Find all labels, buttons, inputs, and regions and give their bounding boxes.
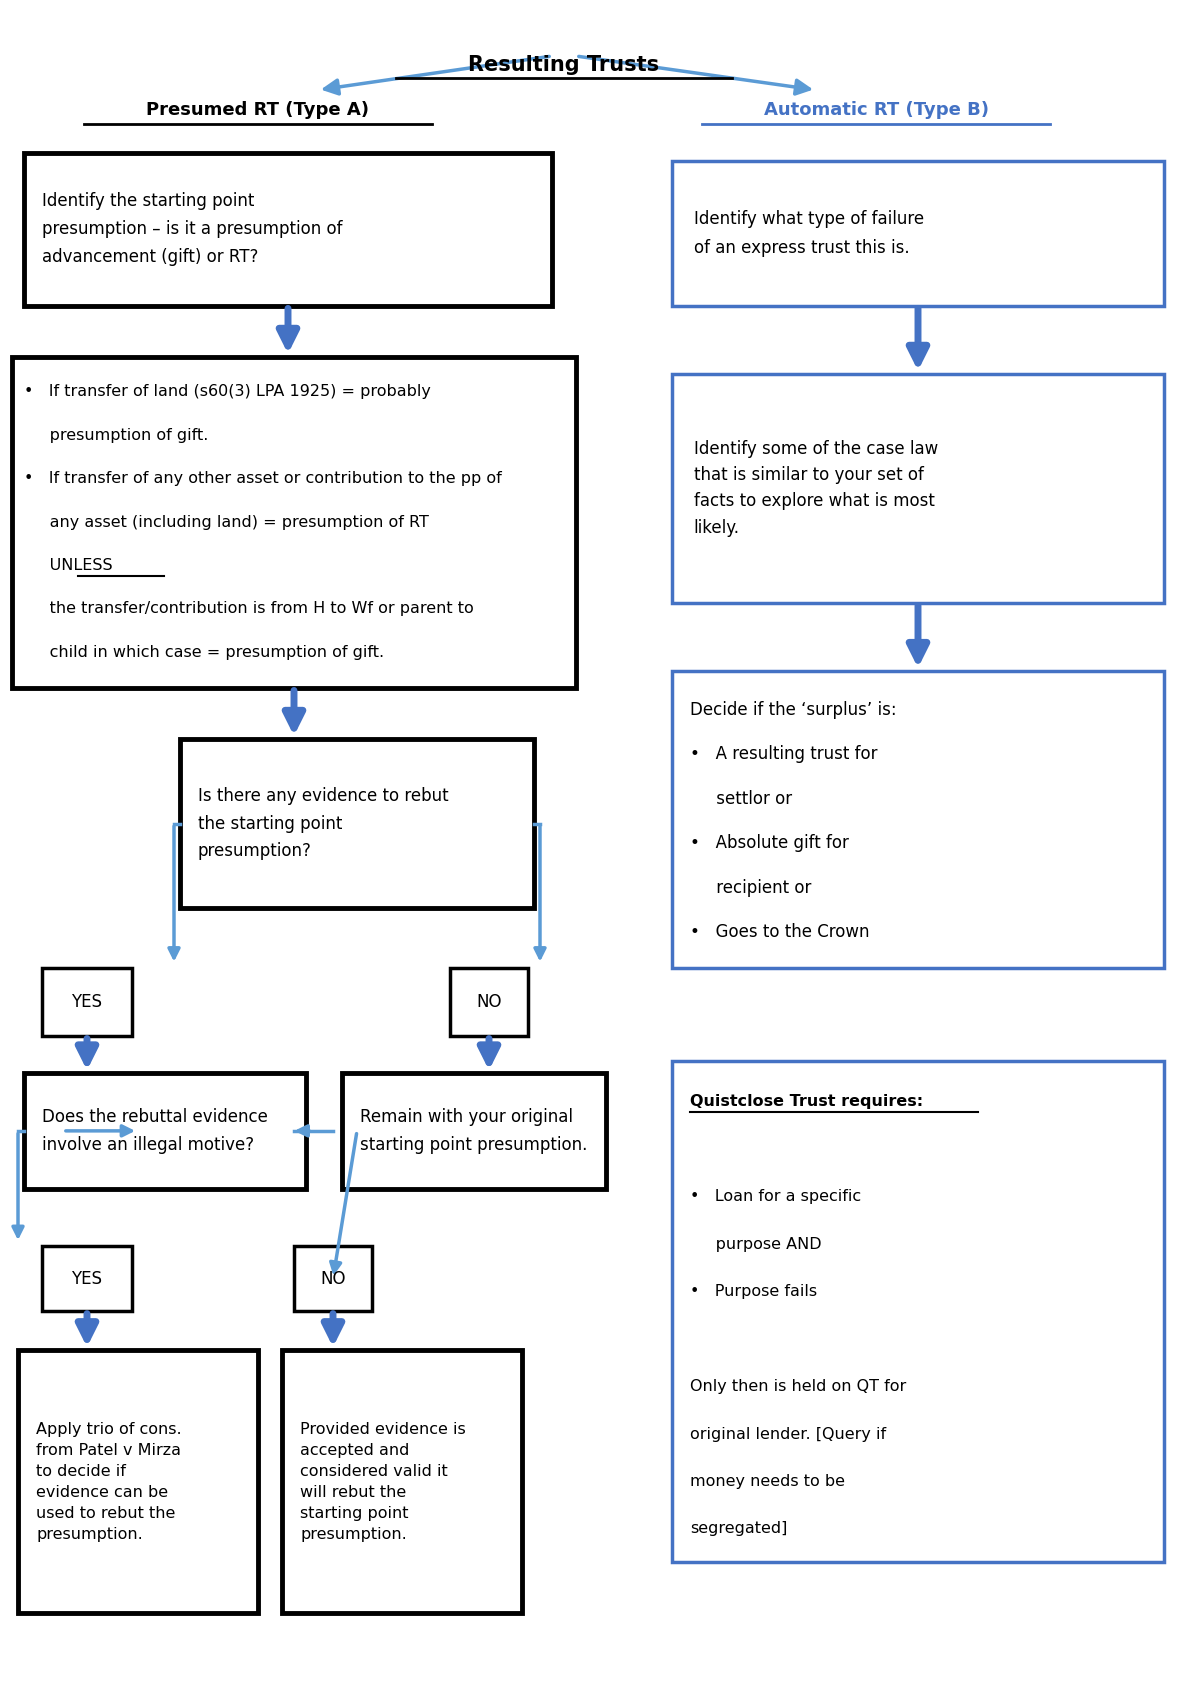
Text: NO: NO [320,1270,346,1287]
FancyBboxPatch shape [24,1073,306,1189]
Text: •   If transfer of land (s60(3) LPA 1925) = probably: • If transfer of land (s60(3) LPA 1925) … [24,384,431,399]
FancyBboxPatch shape [672,374,1164,603]
Text: Remain with your original
starting point presumption.: Remain with your original starting point… [360,1109,587,1153]
Text: money needs to be: money needs to be [690,1474,845,1489]
FancyBboxPatch shape [672,161,1164,306]
Text: the transfer/contribution is from H to Wf or parent to: the transfer/contribution is from H to W… [24,601,474,616]
Text: original lender. [Query if: original lender. [Query if [690,1426,886,1442]
Text: Decide if the ‘surplus’ is:: Decide if the ‘surplus’ is: [690,701,896,718]
FancyBboxPatch shape [672,1061,1164,1562]
Text: Does the rebuttal evidence
involve an illegal motive?: Does the rebuttal evidence involve an il… [42,1109,268,1153]
Text: YES: YES [72,1270,102,1287]
Text: Quistclose Trust requires:: Quistclose Trust requires: [690,1095,923,1109]
Text: purpose AND: purpose AND [690,1236,822,1251]
FancyBboxPatch shape [294,1246,372,1311]
Text: recipient or: recipient or [690,880,811,897]
Text: Apply trio of cons.
from Patel v Mirza
to decide if
evidence can be
used to rebu: Apply trio of cons. from Patel v Mirza t… [36,1421,181,1542]
FancyBboxPatch shape [42,1246,132,1311]
Text: •   Absolute gift for: • Absolute gift for [690,834,848,852]
Text: any asset (including land) = presumption of RT: any asset (including land) = presumption… [24,514,428,530]
Text: •   Purpose fails: • Purpose fails [690,1284,817,1299]
Text: segregated]: segregated] [690,1521,787,1537]
FancyBboxPatch shape [342,1073,606,1189]
Text: Is there any evidence to rebut
the starting point
presumption?: Is there any evidence to rebut the start… [198,786,449,861]
FancyBboxPatch shape [12,357,576,688]
Text: •   If transfer of any other asset or contribution to the pp of: • If transfer of any other asset or cont… [24,472,502,486]
Text: UNLESS: UNLESS [24,559,113,572]
FancyBboxPatch shape [180,739,534,908]
Text: Identify some of the case law
that is similar to your set of
facts to explore wh: Identify some of the case law that is si… [694,440,938,537]
Text: YES: YES [72,993,102,1010]
Text: child in which case = presumption of gift.: child in which case = presumption of gif… [24,645,384,661]
FancyBboxPatch shape [282,1350,522,1613]
FancyBboxPatch shape [450,968,528,1036]
FancyBboxPatch shape [24,153,552,306]
Text: Automatic RT (Type B): Automatic RT (Type B) [763,102,989,119]
Text: Identify what type of failure
of an express trust this is.: Identify what type of failure of an expr… [694,211,924,256]
Text: Presumed RT (Type A): Presumed RT (Type A) [146,102,370,119]
Text: Only then is held on QT for: Only then is held on QT for [690,1379,906,1394]
Text: presumption of gift.: presumption of gift. [24,428,209,443]
Text: NO: NO [476,993,502,1010]
FancyBboxPatch shape [672,671,1164,968]
Text: Resulting Trusts: Resulting Trusts [468,54,660,75]
Text: •   Goes to the Crown: • Goes to the Crown [690,924,870,941]
FancyBboxPatch shape [42,968,132,1036]
Text: Provided evidence is
accepted and
considered valid it
will rebut the
starting po: Provided evidence is accepted and consid… [300,1421,466,1542]
Text: •   A resulting trust for: • A resulting trust for [690,745,877,764]
FancyBboxPatch shape [18,1350,258,1613]
Text: Identify the starting point
presumption – is it a presumption of
advancement (gi: Identify the starting point presumption … [42,192,342,267]
Text: settlor or: settlor or [690,790,792,808]
Text: •   Loan for a specific: • Loan for a specific [690,1189,862,1204]
